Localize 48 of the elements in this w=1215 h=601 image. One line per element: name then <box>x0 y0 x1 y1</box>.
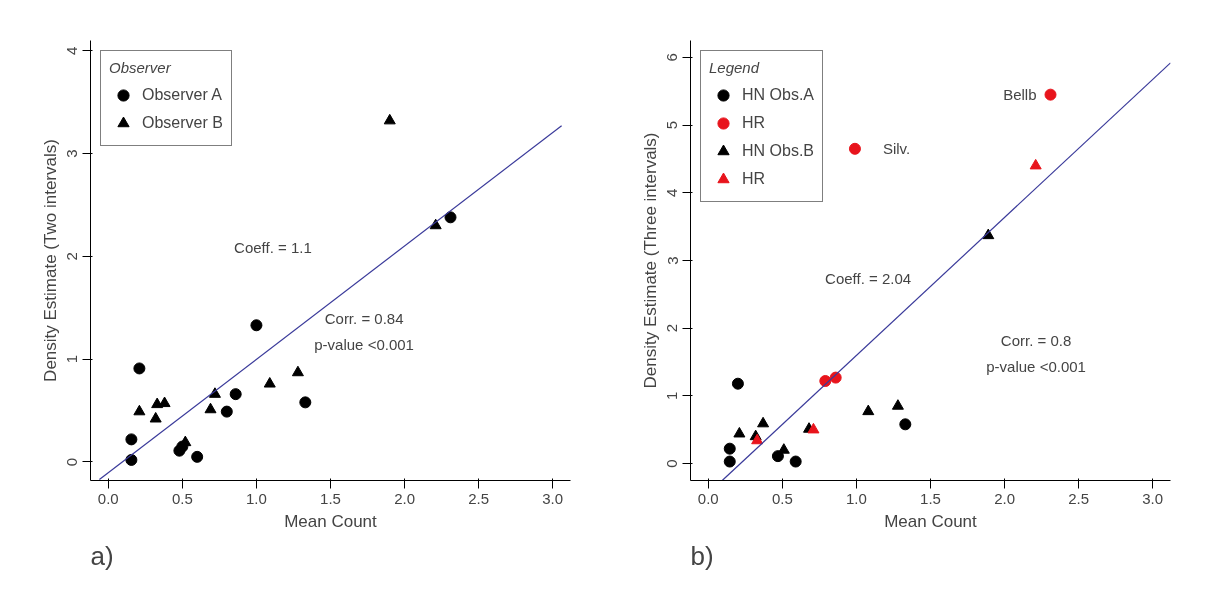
x-tick-label: 1.0 <box>846 489 867 507</box>
annotation: Corr. = 0.8 <box>1000 331 1072 349</box>
text: b) <box>690 540 714 571</box>
y-axis-title: Density Estimate (Three intervals) <box>640 132 660 389</box>
legend-title: Legend <box>709 59 761 76</box>
y-tick-label: 2 <box>663 324 681 333</box>
legend-title: Observer <box>109 59 172 76</box>
y-axis-title: Density Estimate (Two intervals) <box>40 139 60 382</box>
x-tick-label: 3.0 <box>1142 489 1164 507</box>
y-tick-label: 4 <box>63 46 81 55</box>
x-tick-label: 1.0 <box>246 489 267 507</box>
x-tick-label: 2.5 <box>468 489 490 507</box>
x-tick-label: 1.5 <box>920 489 941 507</box>
y-tick-label: 2 <box>63 252 81 261</box>
x-tick-label: 2.5 <box>1068 489 1090 507</box>
legend-label: HR <box>742 169 766 189</box>
text: a) <box>90 540 114 571</box>
y-tick-label: 6 <box>663 53 681 62</box>
x-tick-label: 1.5 <box>320 489 341 507</box>
annotation: Silv. <box>882 140 911 158</box>
y-tick-label: 4 <box>663 188 681 197</box>
y-tick-label: 5 <box>663 120 681 130</box>
x-tick-label: 2.0 <box>394 489 416 507</box>
y-tick-label: 1 <box>63 355 81 364</box>
x-tick-label: 0.0 <box>97 489 119 507</box>
legend-label: Observer A <box>142 85 223 105</box>
x-axis-title: Mean Count <box>884 511 978 531</box>
annotation: Coeff. = 1.1 <box>234 239 312 257</box>
y-tick-label: 3 <box>663 256 681 265</box>
y-tick-label: 1 <box>663 391 681 401</box>
x-tick-label: 0.5 <box>171 489 193 507</box>
legend-label: HR <box>742 113 766 133</box>
legend-label: HN Obs.A <box>742 85 815 105</box>
annotation: Bellb <box>1003 86 1037 104</box>
x-tick-label: 0.5 <box>771 489 793 507</box>
annotation: Coeff. = 2.04 <box>825 269 912 287</box>
y-tick-label: 3 <box>63 149 81 158</box>
annotation: p-value <0.001 <box>314 335 414 353</box>
legend-label: Observer B <box>142 113 223 133</box>
annotation: p-value <0.001 <box>986 357 1086 375</box>
annotation: Corr. = 0.84 <box>324 309 404 327</box>
x-tick-label: 2.0 <box>994 489 1016 507</box>
y-tick-label: 0 <box>63 457 81 467</box>
legend-label: HN Obs.B <box>742 141 815 161</box>
x-tick-label: 0.0 <box>697 489 719 507</box>
x-axis-title: Mean Count <box>284 511 378 531</box>
x-tick-label: 3.0 <box>542 489 564 507</box>
y-tick-label: 0 <box>663 459 681 468</box>
